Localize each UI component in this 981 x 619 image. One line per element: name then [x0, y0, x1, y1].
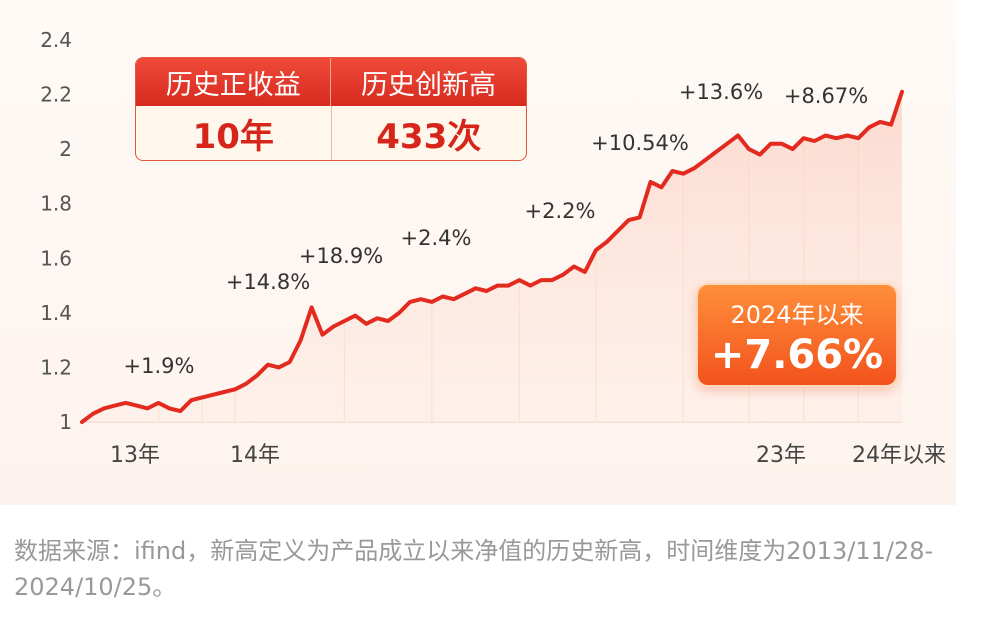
stat-new-highs-label: 历史创新高 [330, 58, 526, 106]
y-tick-label: 2.2 [40, 83, 72, 107]
since-2024-title: 2024年以来 [730, 301, 864, 329]
y-tick-label: 2 [59, 137, 72, 161]
y-tick-label: 1.6 [40, 246, 72, 270]
stat-positive-years-value: 10年 [192, 116, 274, 157]
y-tick-label: 1.2 [40, 355, 72, 379]
y-tick-label: 1.8 [40, 192, 72, 216]
period-return-label: +2.2% [525, 199, 596, 223]
y-tick-label: 1.4 [40, 301, 72, 325]
period-return-label: +13.6% [679, 80, 763, 104]
stat-positive-years: 历史正收益 10年 [136, 58, 331, 160]
since-2024-badge: 2024年以来 +7.66% [696, 283, 898, 387]
footnote: 数据来源：ifind，新高定义为产品成立以来净值的历史新高，时间维度为2013/… [14, 537, 934, 601]
stat-positive-years-label: 历史正收益 [136, 58, 331, 106]
stats-box: 历史正收益 10年 历史创新高 433次 [135, 57, 527, 161]
x-tick-label: 24年以来 [852, 443, 946, 468]
x-tick-label: 13年 [110, 443, 160, 468]
chart-card: 2.4 2.2 2 1.8 1.6 1.4 1.2 1 13年 14年 23年 24年以来 +1.9… [0, 0, 956, 505]
y-tick-label: 2.4 [40, 28, 72, 52]
period-return-label: +2.4% [401, 226, 472, 250]
stat-new-highs-value: 433次 [376, 116, 482, 157]
series-line [80, 89, 904, 424]
since-2024-value: +7.66% [710, 332, 884, 378]
x-tick-label: 23年 [756, 443, 806, 468]
period-return-label: +18.9% [299, 244, 383, 268]
period-return-label: +14.8% [226, 270, 310, 294]
period-return-label: +8.67% [784, 84, 868, 108]
x-tick-label: 14年 [230, 443, 280, 468]
stat-new-highs: 历史创新高 433次 [330, 58, 526, 160]
period-return-label: +10.54% [591, 131, 689, 155]
period-return-label: +1.9% [124, 354, 195, 378]
y-tick-label: 1 [59, 410, 72, 434]
